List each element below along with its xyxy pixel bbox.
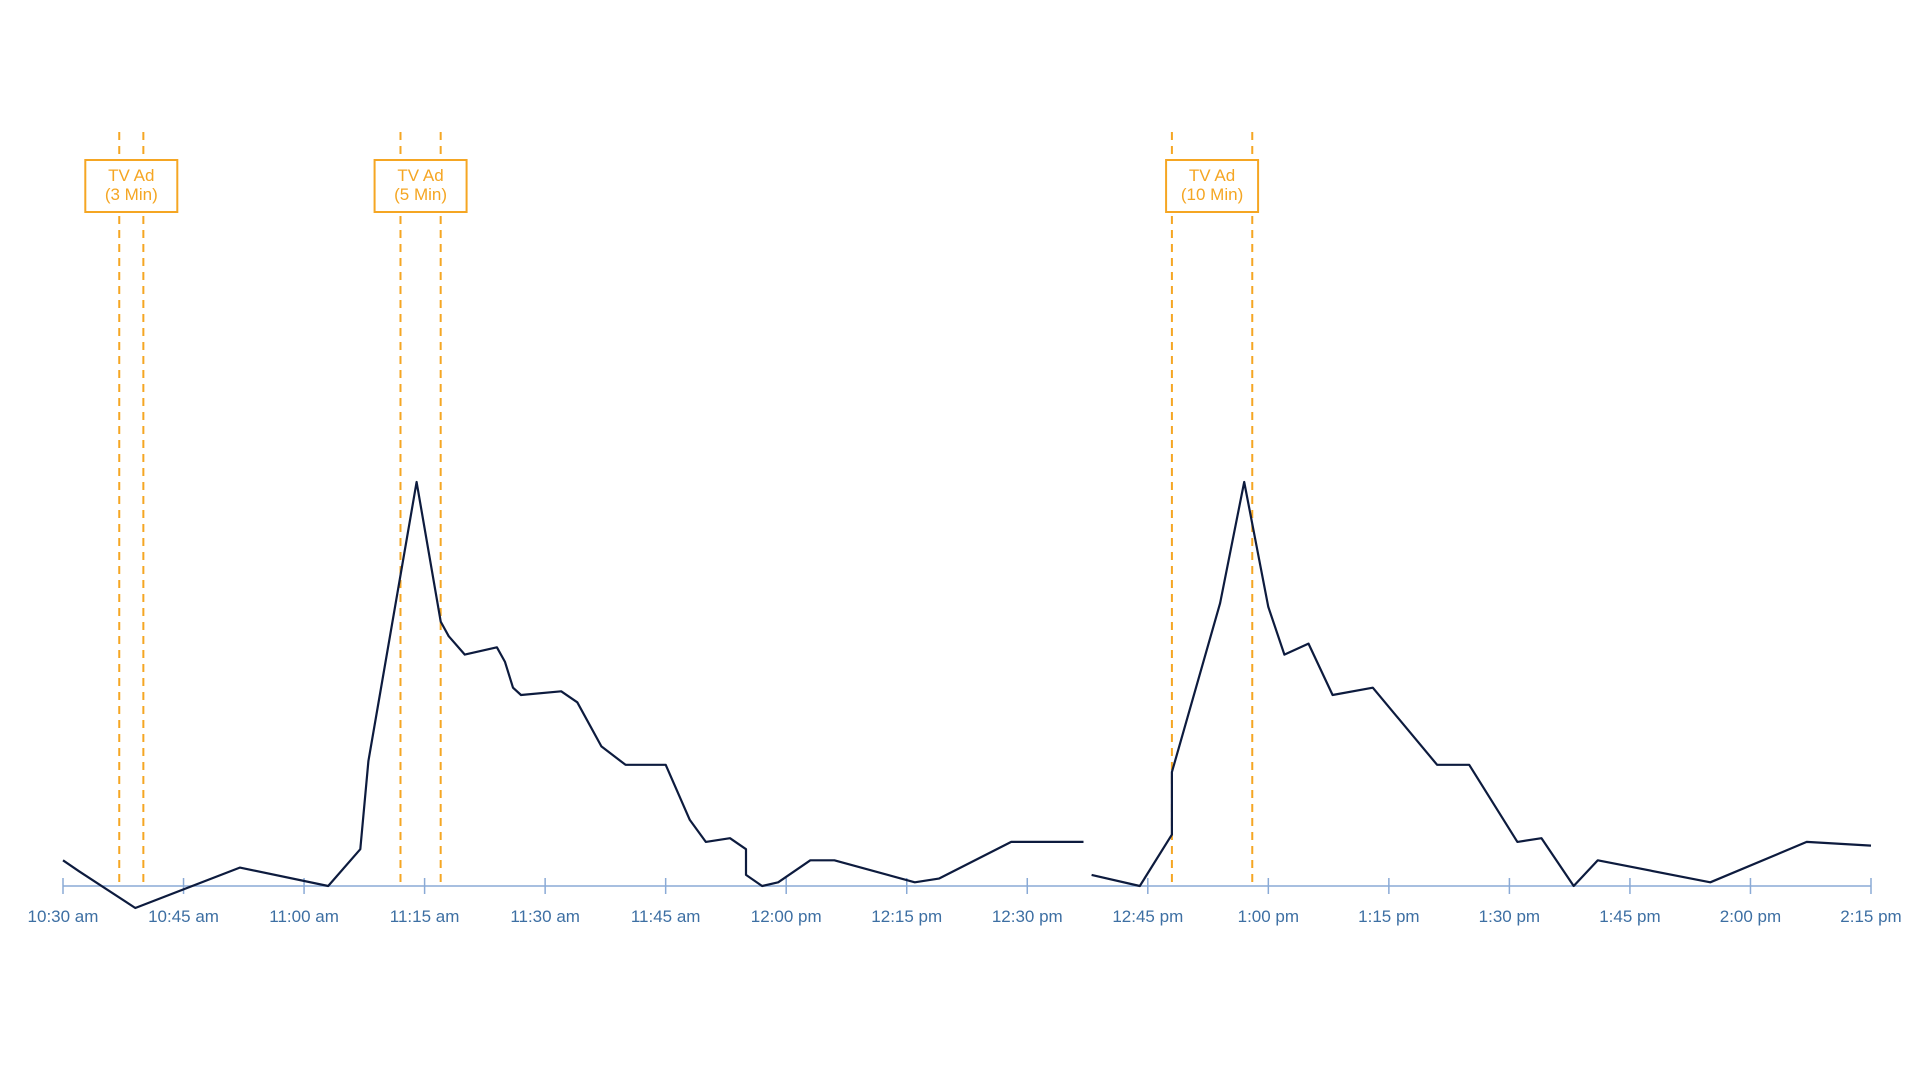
x-tick-label: 12:00 pm xyxy=(751,907,822,926)
x-tick-label: 1:15 pm xyxy=(1358,907,1419,926)
x-tick-label: 10:45 am xyxy=(148,907,219,926)
x-tick-label: 2:00 pm xyxy=(1720,907,1781,926)
series-line xyxy=(1091,480,1872,888)
ad-label: TV Ad xyxy=(1189,166,1235,185)
x-tick-label: 1:45 pm xyxy=(1599,907,1660,926)
x-tick-label: 11:45 am xyxy=(631,907,701,926)
x-tick-label: 12:15 pm xyxy=(871,907,942,926)
x-tick-label: 1:00 pm xyxy=(1238,907,1299,926)
x-tick-label: 11:15 am xyxy=(390,907,460,926)
ad-label: (10 Min) xyxy=(1181,185,1243,204)
x-tick-label: 12:45 pm xyxy=(1112,907,1183,926)
ad-label-box xyxy=(373,159,468,213)
x-tick-label: 10:30 am xyxy=(28,907,99,926)
x-tick-label: 2:15 pm xyxy=(1840,907,1901,926)
ad-label: (5 Min) xyxy=(394,185,447,204)
ad-label: TV Ad xyxy=(108,166,154,185)
series-line xyxy=(62,480,1084,910)
ad-label-box xyxy=(1165,159,1260,213)
x-tick-label: 1:30 pm xyxy=(1479,907,1540,926)
x-tick-label: 12:30 pm xyxy=(992,907,1063,926)
ad-label: TV Ad xyxy=(397,166,443,185)
x-tick-label: 11:30 am xyxy=(510,907,580,926)
ad-label-box xyxy=(84,159,179,213)
x-tick-label: 11:00 am xyxy=(269,907,339,926)
ad-label: (3 Min) xyxy=(105,185,158,204)
